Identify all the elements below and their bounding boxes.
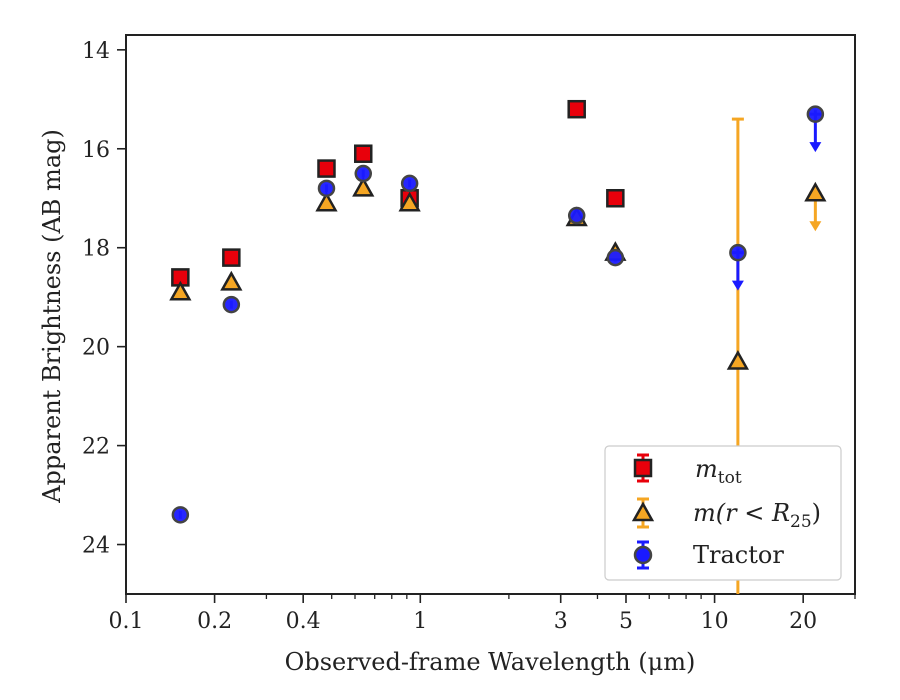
y-tick-label: 20 [82, 336, 110, 361]
tractor-point [222, 295, 241, 314]
legend-label-m-r25: m(r < R25) [693, 499, 821, 532]
data-markers [169, 99, 827, 524]
tractor-point [806, 105, 825, 123]
tractor-point [400, 174, 419, 193]
y-axis: 14 16 18 20 22 24 [82, 39, 126, 559]
tractor-point [606, 248, 625, 267]
m-r25-point [220, 270, 243, 291]
x-tick-label: 3 [554, 609, 568, 634]
m-r25-point [169, 280, 192, 301]
m-r25-upper-limit-arrow-head [809, 221, 822, 232]
tractor-point [317, 179, 336, 198]
legend-entry-mtot: mtot [633, 453, 742, 488]
m-r25-point [726, 349, 750, 370]
y-tick-label: 24 [82, 534, 110, 559]
x-tick-label: 5 [619, 609, 633, 634]
x-tick-label: 1 [413, 609, 427, 634]
legend-label-tractor: Tractor [693, 541, 784, 569]
m-r25-point [315, 191, 338, 212]
tractor-upper-limit-arrow-head [809, 142, 822, 153]
legend-square-marker [633, 458, 653, 478]
mtot-point [222, 248, 241, 267]
plot-area-frame [125, 34, 856, 595]
legend-entry-tractor: Tractor [633, 540, 784, 570]
legend-entry-m-r25: m(r < R25) [631, 497, 821, 532]
y-tick-label: 18 [82, 237, 110, 262]
tractor-point [171, 506, 190, 524]
y-tick-label: 16 [82, 138, 110, 163]
x-axis-title: Observed-frame Wavelength (μm) [285, 648, 696, 676]
mtot-point [317, 159, 336, 178]
mtot-point [567, 99, 586, 119]
x-axis: 0.1 0.2 0.4 1 3 5 10 20 [109, 594, 856, 634]
legend-circle-marker [633, 545, 653, 565]
x-tick-label: 0.4 [286, 609, 321, 634]
mtot-point [606, 188, 625, 208]
x-tick-label: 10 [701, 609, 729, 634]
x-tick-label: 20 [789, 609, 817, 634]
axes-frame [125, 34, 856, 595]
tractor-point [567, 206, 586, 225]
y-axis-title: Apparent Brightness (AB mag) [38, 129, 66, 504]
mtot-point [354, 144, 373, 163]
y-tick-label: 14 [82, 39, 110, 64]
tractor-point [729, 243, 747, 262]
x-tick-label: 0.1 [109, 609, 144, 634]
legend-label-mtot: mtot [695, 455, 742, 488]
y-tick-label: 22 [82, 435, 110, 460]
m-r25-point [398, 191, 421, 212]
legend: mtot m(r < R25) Tractor [604, 445, 842, 581]
tractor-point [354, 164, 373, 183]
m-r25-point [352, 176, 375, 197]
tractor-upper-limit-arrow-head [731, 280, 744, 291]
m-r25-point [804, 181, 827, 202]
x-tick-label: 0.2 [197, 609, 232, 634]
legend-box [604, 445, 842, 581]
legend-triangle-marker [631, 501, 655, 522]
